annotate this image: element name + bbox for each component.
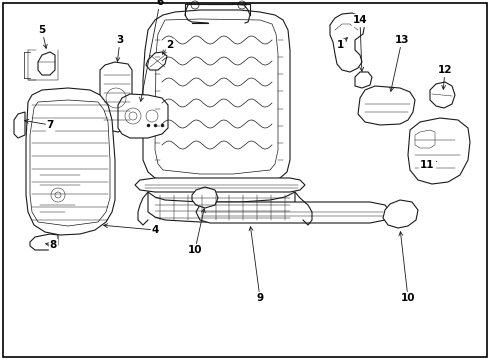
Text: 11: 11: [420, 160, 434, 170]
Polygon shape: [143, 10, 290, 185]
Text: 14: 14: [353, 15, 368, 25]
Text: 7: 7: [47, 120, 54, 130]
Text: 12: 12: [438, 65, 452, 75]
Polygon shape: [155, 19, 278, 174]
Polygon shape: [118, 94, 168, 138]
Polygon shape: [430, 82, 455, 108]
Polygon shape: [14, 112, 25, 138]
Polygon shape: [383, 200, 418, 228]
Polygon shape: [196, 202, 390, 223]
Text: 10: 10: [401, 293, 415, 303]
Text: 5: 5: [38, 25, 46, 35]
Polygon shape: [135, 178, 305, 192]
Polygon shape: [408, 118, 470, 184]
Text: 13: 13: [395, 35, 409, 45]
Text: 6: 6: [156, 0, 164, 7]
Polygon shape: [355, 72, 372, 88]
Polygon shape: [358, 86, 415, 125]
Polygon shape: [415, 130, 435, 148]
Text: 4: 4: [151, 225, 159, 235]
Text: 10: 10: [188, 245, 202, 255]
Polygon shape: [38, 52, 55, 75]
Polygon shape: [148, 192, 295, 222]
Polygon shape: [192, 187, 218, 208]
Text: 3: 3: [117, 35, 123, 45]
Polygon shape: [330, 13, 365, 72]
Text: 8: 8: [49, 240, 57, 250]
Text: 9: 9: [256, 293, 264, 303]
Text: 2: 2: [167, 40, 173, 50]
Polygon shape: [100, 62, 132, 132]
Polygon shape: [30, 100, 110, 226]
Text: 1: 1: [336, 40, 343, 50]
Polygon shape: [146, 52, 167, 70]
Polygon shape: [30, 234, 58, 250]
Polygon shape: [26, 88, 115, 235]
